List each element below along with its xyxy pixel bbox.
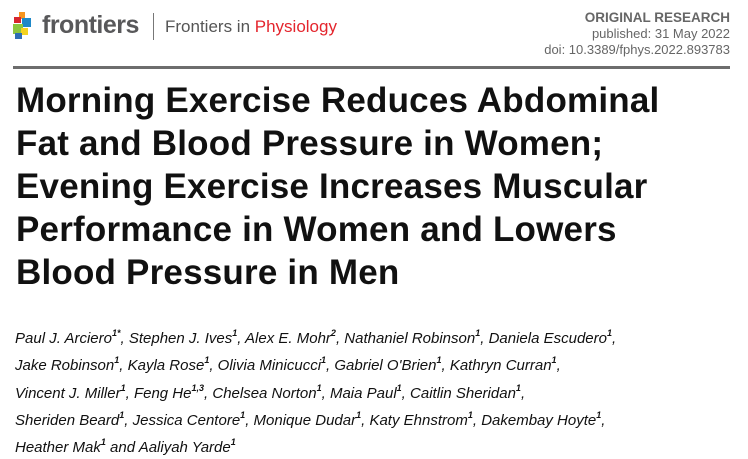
author-affiliation: 1 — [230, 437, 236, 448]
author-separator: , — [480, 330, 489, 347]
author-affiliation: 1* — [111, 328, 121, 338]
author-separator: , — [321, 384, 330, 402]
title-line: Blood Pressure in Men — [16, 253, 400, 292]
author-separator: , — [472, 411, 482, 429]
journal-prefix: Frontiers in — [165, 17, 255, 36]
author-affiliation: 1 — [119, 409, 125, 420]
author-affiliation: 1 — [436, 355, 442, 366]
author-affiliation: 1 — [204, 355, 210, 366]
title-line: Fat and Blood Pressure in Women; — [16, 124, 604, 163]
author-name[interactable]: Alex E. Mohr — [245, 330, 331, 347]
article-type: ORIGINAL RESEARCH — [584, 10, 730, 25]
author-name[interactable]: Dakembay Hoyte — [481, 411, 597, 429]
author-separator: , — [611, 330, 617, 347]
title-line: Performance in Women and Lowers — [16, 210, 617, 249]
author-affiliation: 1 — [396, 382, 402, 393]
author-separator: , — [119, 357, 128, 375]
author-affiliation: 1 — [551, 355, 557, 366]
header-divider — [153, 13, 154, 40]
author-name[interactable]: Stephen J. Ives — [128, 330, 233, 347]
author-separator: , — [237, 330, 246, 347]
author-name[interactable]: Chelsea Norton — [212, 384, 317, 402]
author-name[interactable]: Heather Mak — [15, 439, 101, 457]
author-name[interactable]: Jake Robinson — [15, 357, 115, 375]
author-name[interactable]: Nathaniel Robinson — [344, 330, 476, 347]
author-affiliation: 1 — [321, 355, 327, 366]
author-separator: , — [125, 384, 134, 402]
author-line: Paul J. Arciero1*, Stephen J. Ives1, Ale… — [15, 323, 616, 350]
author-name[interactable]: Monique Dudar — [253, 411, 357, 429]
author-affiliation: 1 — [114, 355, 120, 366]
author-separator: , — [245, 411, 254, 429]
title-line: Evening Exercise Increases Muscular — [16, 167, 648, 206]
author-affiliation: 1 — [467, 409, 473, 420]
author-separator: , — [209, 357, 218, 375]
author-separator: , — [361, 411, 370, 429]
author-separator: , — [556, 357, 561, 375]
title-line: Morning Exercise Reduces Abdominal — [16, 81, 660, 120]
author-separator: , — [120, 330, 129, 347]
author-name[interactable]: Jessica Centore — [132, 411, 241, 429]
author-affiliation: 1 — [120, 382, 126, 393]
author-name[interactable]: Kayla Rose — [127, 357, 205, 375]
author-separator: , — [335, 330, 345, 347]
author-separator: , — [124, 411, 133, 429]
author-separator: , — [520, 384, 526, 402]
author-affiliation: 1 — [515, 382, 521, 393]
author-name[interactable]: Katy Ehnstrom — [369, 411, 468, 429]
author-line: Jake Robinson1, Kayla Rose1, Olivia Mini… — [15, 350, 616, 377]
author-name[interactable]: Feng He — [133, 384, 192, 402]
author-affiliation: 1 — [356, 409, 362, 420]
author-name[interactable]: Vincent J. Miller — [15, 384, 121, 402]
author-affiliation: 2 — [330, 328, 336, 338]
author-name[interactable]: Aaliyah Yarde — [138, 439, 231, 457]
author-name[interactable]: Gabriel O'Brien — [334, 357, 437, 375]
author-line: Sheriden Beard1, Jessica Centore1, Moniq… — [15, 405, 616, 432]
author-affiliation: 1,3 — [191, 382, 205, 393]
author-name[interactable]: Maia Paul — [329, 384, 397, 402]
author-affiliation: 1 — [316, 382, 322, 393]
article-meta: ORIGINAL RESEARCH published: 31 May 2022… — [544, 10, 730, 58]
author-name[interactable]: Kathryn Curran — [449, 357, 552, 375]
journal-name: Frontiers in Physiology — [165, 17, 337, 37]
author-name[interactable]: Caitlin Sheridan — [410, 384, 516, 402]
header-rule — [13, 66, 730, 69]
author-affiliation: 1 — [232, 328, 238, 338]
author-separator: , — [326, 357, 335, 375]
author-list: Paul J. Arciero1*, Stephen J. Ives1, Ale… — [15, 323, 616, 459]
author-name[interactable]: Daniela Escudero — [488, 330, 607, 347]
author-affiliation: 1 — [240, 409, 246, 420]
journal-subject: Physiology — [254, 17, 337, 36]
author-affiliation: 1 — [606, 328, 612, 338]
author-affiliation: 1 — [596, 409, 602, 420]
author-line: Heather Mak1 and Aaliyah Yarde1 — [15, 432, 616, 459]
author-line: Vincent J. Miller1, Feng He1,3, Chelsea … — [15, 378, 616, 405]
author-name[interactable]: Sheriden Beard — [15, 411, 120, 429]
author-separator: , — [204, 384, 213, 402]
author-affiliation: 1 — [100, 437, 106, 448]
author-separator: and — [105, 439, 139, 457]
author-separator: , — [601, 411, 606, 429]
doi: doi: 10.3389/fphys.2022.893783 — [544, 42, 730, 57]
author-name[interactable]: Paul J. Arciero — [15, 330, 112, 347]
author-separator: , — [441, 357, 450, 375]
article-title: Morning Exercise Reduces Abdominal Fat a… — [16, 79, 736, 294]
author-affiliation: 1 — [475, 328, 481, 338]
author-name[interactable]: Olivia Minicucci — [217, 357, 322, 375]
author-separator: , — [401, 384, 411, 402]
published-date: published: 31 May 2022 — [591, 26, 730, 41]
frontiers-logo-icon — [13, 12, 31, 39]
brand-name: frontiers — [42, 11, 139, 39]
